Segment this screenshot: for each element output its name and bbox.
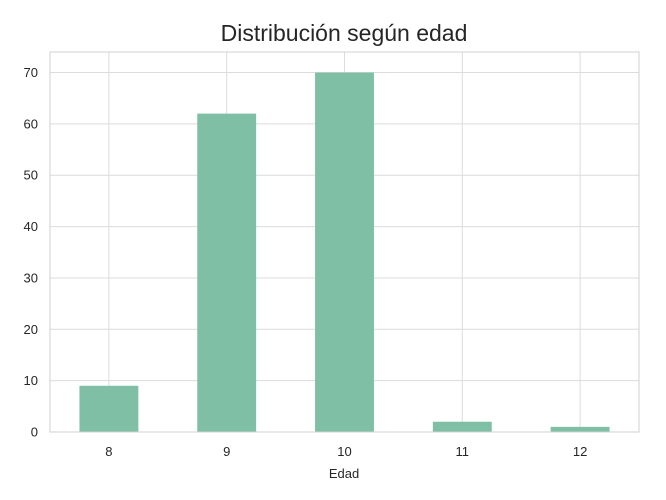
x-axis-label: Edad bbox=[329, 466, 359, 481]
x-tick-labels: 8 9 10 11 12 bbox=[105, 444, 587, 459]
x-tick-label: 11 bbox=[456, 444, 470, 459]
bar-12 bbox=[550, 426, 610, 432]
y-tick-label: 70 bbox=[24, 65, 38, 80]
y-tick-labels: 0 10 20 30 40 50 60 70 bbox=[24, 65, 38, 439]
bar-9 bbox=[197, 113, 257, 433]
y-tick-label: 30 bbox=[24, 270, 38, 285]
x-tick-label: 9 bbox=[223, 444, 230, 459]
y-tick-label: 20 bbox=[24, 322, 38, 337]
y-tick-label: 10 bbox=[24, 373, 38, 388]
chart-title: Distribución según edad bbox=[221, 20, 468, 46]
x-tick-label: 12 bbox=[573, 444, 587, 459]
bar-10 bbox=[315, 72, 374, 433]
y-tick-label: 60 bbox=[24, 116, 38, 131]
x-tick-label: 10 bbox=[337, 444, 351, 459]
bar-11 bbox=[432, 421, 492, 432]
bars bbox=[79, 72, 610, 433]
bar-8 bbox=[79, 385, 139, 432]
y-tick-label: 0 bbox=[31, 425, 38, 440]
y-tick-label: 50 bbox=[24, 168, 38, 183]
y-tick-label: 40 bbox=[24, 219, 38, 234]
x-tick-label: 8 bbox=[105, 444, 112, 459]
plot-frame bbox=[49, 51, 640, 433]
